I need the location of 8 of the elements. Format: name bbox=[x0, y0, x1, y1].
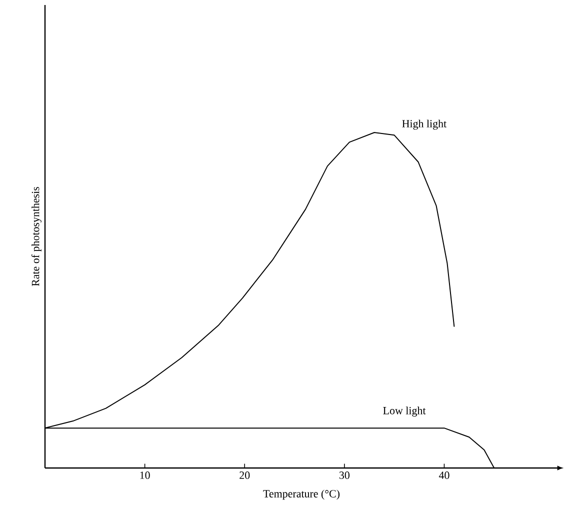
y-axis-title: Rate of photosynthesis bbox=[31, 186, 42, 286]
x-tick-label: 10 bbox=[140, 472, 150, 479]
x-axis-title: Temperature (°C) bbox=[263, 490, 340, 500]
series-label: High light bbox=[402, 120, 447, 130]
x-tick-label: 30 bbox=[339, 472, 350, 479]
x-tick-label: 20 bbox=[240, 472, 250, 479]
series-label: Low light bbox=[383, 406, 426, 417]
x-tick-label: 40 bbox=[438, 472, 450, 479]
